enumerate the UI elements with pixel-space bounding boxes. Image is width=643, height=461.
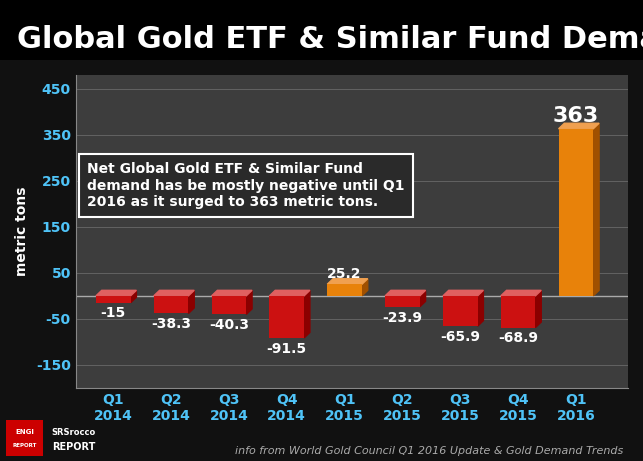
Text: REPORT: REPORT [52, 442, 96, 452]
Polygon shape [362, 279, 368, 296]
Text: Net Global Gold ETF & Similar Fund
demand has be mostly negative until Q1
2016 a: Net Global Gold ETF & Similar Fund deman… [87, 162, 404, 209]
Polygon shape [131, 290, 136, 303]
Text: -65.9: -65.9 [440, 330, 480, 344]
Polygon shape [559, 123, 599, 129]
Text: REPORT: REPORT [13, 443, 37, 448]
Text: 363: 363 [553, 106, 599, 126]
Text: SRSrocco: SRSrocco [52, 428, 96, 437]
Text: -23.9: -23.9 [383, 311, 422, 325]
Text: -68.9: -68.9 [498, 331, 538, 345]
Polygon shape [96, 290, 136, 296]
Polygon shape [188, 290, 194, 313]
Polygon shape [478, 290, 484, 326]
Polygon shape [327, 279, 368, 284]
Bar [385, 296, 420, 307]
Polygon shape [420, 290, 426, 307]
Text: -38.3: -38.3 [151, 317, 191, 331]
Polygon shape [212, 290, 252, 296]
Text: -40.3: -40.3 [209, 318, 249, 332]
Polygon shape [536, 290, 541, 328]
Bar [6, 420, 43, 456]
Bar [269, 296, 304, 338]
Bar [154, 296, 188, 313]
Text: info from World Gold Council Q1 2016 Update & Gold Demand Trends: info from World Gold Council Q1 2016 Upd… [235, 446, 624, 456]
Text: Global Gold ETF & Similar Fund Demand: Global Gold ETF & Similar Fund Demand [17, 25, 643, 54]
Text: -15: -15 [101, 307, 126, 320]
Polygon shape [593, 123, 599, 296]
Polygon shape [246, 290, 252, 314]
Bar [96, 296, 131, 303]
Y-axis label: metric tons: metric tons [15, 187, 29, 276]
Polygon shape [269, 290, 310, 296]
Text: -91.5: -91.5 [267, 342, 307, 355]
Bar [559, 129, 593, 296]
Polygon shape [154, 290, 194, 296]
Text: ENGI: ENGI [15, 429, 34, 436]
Bar [212, 296, 246, 314]
Polygon shape [443, 290, 484, 296]
Text: 25.2: 25.2 [327, 266, 362, 281]
Polygon shape [304, 290, 310, 338]
Bar [327, 284, 362, 296]
Bar [443, 296, 478, 326]
Bar [501, 296, 536, 328]
Polygon shape [385, 290, 426, 296]
Polygon shape [501, 290, 541, 296]
